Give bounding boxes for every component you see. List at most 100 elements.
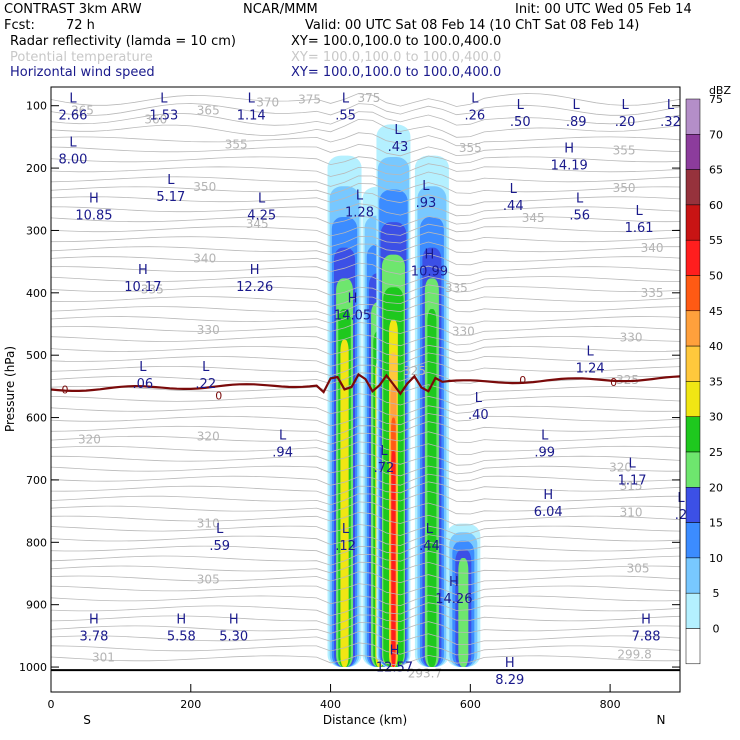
- theta-contour-line: [51, 602, 680, 617]
- reflectivity-band: [458, 558, 469, 668]
- theta-contour-line: [51, 381, 680, 396]
- colorbar-cell: [685, 239, 701, 276]
- freezing-level-line: [51, 372, 680, 396]
- wind-speed-value: 5.30: [219, 630, 248, 645]
- theta-label: 301: [92, 651, 115, 665]
- theta-contour-line: [51, 631, 680, 645]
- theta-contour-line: [51, 550, 680, 566]
- x-tick-label: 600: [460, 698, 481, 711]
- theta-contour-line: [51, 654, 680, 666]
- theta-label: 335: [641, 286, 664, 300]
- theta-contour-line: [51, 571, 680, 586]
- wind-extremum-letter: L: [510, 182, 518, 197]
- theta-contour-line: [51, 93, 680, 107]
- theta-contour-line: [51, 292, 680, 307]
- wind-speed-value: 1.17: [618, 474, 647, 489]
- wind-extremum-letter: H: [425, 248, 435, 263]
- wind-extremum-letter: L: [576, 192, 584, 207]
- theta-contour-line: [51, 490, 680, 506]
- colorbar-unit: dBZ: [709, 84, 732, 97]
- freezing-level: 0 0 0 0: [51, 372, 680, 403]
- wind-extremum-letter: H: [641, 613, 651, 628]
- wind-speed-value: .44: [419, 539, 440, 554]
- colorbar-cell: [685, 345, 701, 382]
- theta-contour-line: [51, 352, 680, 367]
- x-tick-label: 400: [320, 698, 341, 711]
- theta-contour-line: [51, 155, 680, 167]
- wind-extremum-letter: L: [475, 391, 483, 406]
- colorbar-cell: [685, 381, 701, 417]
- field-xy-reflectivity: XY= 100.0,100.0 to 100.0,400.0: [291, 34, 502, 49]
- wind-extremum-letter: L: [517, 98, 525, 113]
- theta-contour-line: [51, 274, 680, 287]
- freezing-level-label: 0: [610, 376, 617, 389]
- x-tick-label: 0: [48, 698, 55, 711]
- colorbar-level-label: 65: [709, 164, 723, 177]
- colorbar-cell: [685, 628, 701, 665]
- field-name-wind: Horizontal wind speed: [10, 65, 155, 80]
- theta-contour-line: [51, 441, 680, 456]
- forecast-label: Fcst:: [4, 18, 35, 33]
- theta-label: 345: [246, 217, 269, 231]
- theta-label: 305: [627, 562, 650, 576]
- colorbar-cell: [685, 310, 701, 347]
- wind-speed-value: 14.19: [551, 159, 588, 174]
- wind-speed-value: .20: [615, 115, 636, 130]
- forecast-hours: 72 h: [66, 18, 95, 33]
- theta-contour-line: [51, 251, 680, 266]
- colorbar-level-label: 45: [709, 305, 723, 318]
- wind-speed-value: 1.61: [625, 221, 654, 236]
- x-end-label-north: N: [657, 713, 666, 727]
- y-tick-label: 900: [26, 599, 47, 612]
- theta-label: 375: [358, 91, 381, 105]
- x-tick-label: 200: [180, 698, 201, 711]
- theta-label: 360: [144, 112, 167, 126]
- y-tick-label: 100: [26, 100, 47, 113]
- colorbar-level-label: 5: [713, 587, 720, 600]
- theta-label: 365: [197, 104, 220, 118]
- wind-speed-value: 5.58: [167, 630, 196, 645]
- reflectivity-band: [427, 309, 437, 668]
- theta-contour-line: [51, 610, 680, 626]
- wind-speed-value: .43: [388, 140, 409, 155]
- y-tick-label: 1000: [19, 661, 47, 674]
- theta-contour-line: [51, 111, 680, 126]
- colorbar-level-label: 10: [709, 552, 723, 565]
- wind-speed-value: .99: [534, 446, 555, 461]
- wind-extremum-letter: L: [573, 98, 581, 113]
- wind-speed-value: 2.66: [59, 109, 88, 124]
- theta-contour-line: [51, 473, 680, 486]
- theta-label: 320: [197, 429, 220, 443]
- theta-contour-line: [51, 523, 680, 536]
- wind-extremum-letter: L: [394, 123, 402, 138]
- wind-speed-value: 3.78: [79, 630, 108, 645]
- theta-label: 310: [197, 517, 220, 531]
- wind-speed-value: .12: [335, 539, 356, 554]
- wind-extremum-letter: L: [139, 360, 147, 375]
- wind-speed-value: .50: [510, 115, 531, 130]
- init-time: Init: 00 UTC Wed 05 Feb 14: [515, 2, 692, 17]
- theta-contour-line: [51, 561, 680, 574]
- theta-contour-line: [51, 301, 680, 316]
- wind-extremum-letter: L: [426, 522, 434, 537]
- theta-contour-line: [51, 284, 680, 297]
- wind-extremum-letter: H: [176, 613, 186, 628]
- colorbar-level-label: 25: [709, 446, 723, 459]
- wind-extremum-letter: L: [216, 522, 224, 537]
- theta-label: 350: [613, 181, 636, 195]
- theta-label: 320: [609, 460, 632, 474]
- theta-contour-line: [51, 481, 680, 497]
- theta-contour-line: [51, 118, 680, 138]
- wind-extremum-letter: L: [628, 457, 636, 472]
- wind-extremum-letter: H: [564, 142, 574, 157]
- wind-speed-value: 12.57: [376, 661, 413, 676]
- org-label: NCAR/MMM: [243, 2, 318, 17]
- wind-speed-value: 14.05: [334, 308, 371, 323]
- theta-contour-line: [51, 191, 680, 206]
- wind-speed-value: .93: [416, 196, 437, 211]
- theta-contour-line: [51, 393, 680, 406]
- wind-extremum-letter: L: [202, 360, 210, 375]
- colorbar-cell: [685, 557, 701, 594]
- y-tick-label: 700: [26, 474, 47, 487]
